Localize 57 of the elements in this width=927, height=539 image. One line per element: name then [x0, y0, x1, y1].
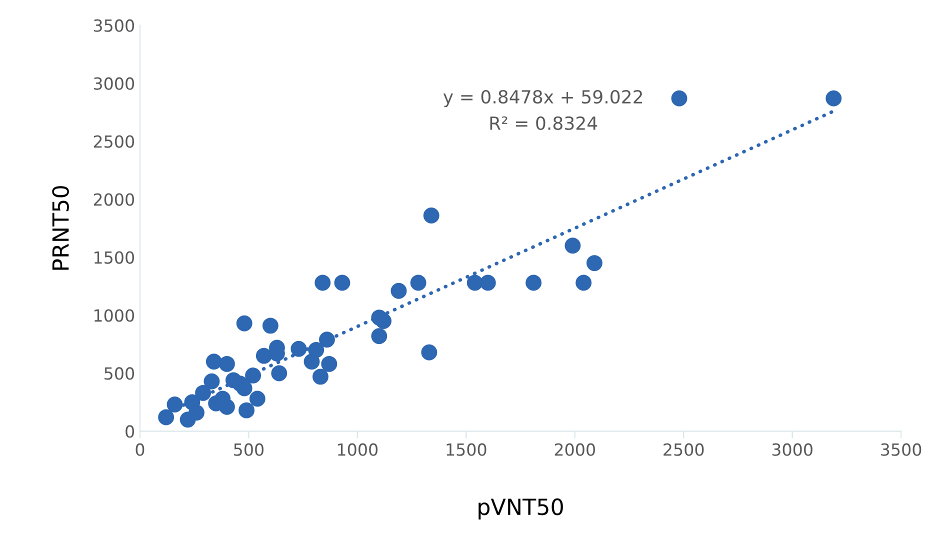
x-tick-label: 3000 [772, 443, 812, 456]
point [308, 342, 324, 358]
point [423, 208, 440, 224]
point [206, 354, 222, 370]
x-tick-label: 2500 [664, 443, 704, 456]
annotation: y = 0.8478x + 59.022 [443, 90, 642, 108]
point [321, 356, 338, 372]
x-tick-label: 1000 [338, 443, 378, 456]
point [290, 340, 307, 357]
point [334, 274, 350, 291]
point [184, 394, 200, 410]
point [236, 380, 252, 396]
point [421, 344, 438, 360]
y-tick-label: 500 [104, 367, 134, 380]
point [195, 384, 212, 401]
point [586, 255, 602, 272]
x-tick-label: 500 [234, 443, 264, 456]
point [236, 315, 252, 332]
y-tick-label: 1000 [94, 309, 134, 322]
y-tick-label: 0 [126, 425, 134, 438]
point [671, 90, 688, 106]
point [166, 396, 183, 413]
y-tick-label: 3500 [94, 19, 134, 32]
annotation: R² = 0.8324 [490, 116, 598, 130]
x-tick-label: 0 [136, 443, 144, 456]
point [312, 368, 328, 385]
point [376, 313, 392, 330]
y-axis-title: PRNT50 [52, 186, 69, 270]
point [564, 238, 581, 254]
point [256, 348, 272, 364]
point [249, 390, 266, 407]
point [390, 282, 407, 299]
y-tick-label: 1500 [94, 251, 134, 264]
point [262, 318, 278, 334]
point [158, 409, 174, 426]
point [245, 368, 262, 384]
x-tick-label: 2000 [554, 443, 595, 456]
point [218, 398, 235, 415]
point [204, 373, 220, 390]
y-tick-label: 2500 [94, 135, 134, 148]
point [410, 274, 426, 291]
point [480, 274, 496, 291]
point [576, 274, 592, 291]
point [319, 332, 335, 348]
point [826, 90, 842, 106]
x-axis-title: pVNT50 [478, 498, 563, 520]
point [218, 356, 235, 372]
point [466, 274, 483, 291]
y-tick-label: 3000 [94, 77, 134, 90]
point [238, 402, 255, 418]
point [371, 328, 388, 344]
point [271, 365, 288, 382]
point [314, 274, 331, 291]
y-tick-label: 2000 [94, 193, 134, 206]
x-tick-label: 1500 [446, 443, 486, 456]
point [526, 274, 542, 291]
x-tick-label: 3500 [881, 443, 922, 456]
